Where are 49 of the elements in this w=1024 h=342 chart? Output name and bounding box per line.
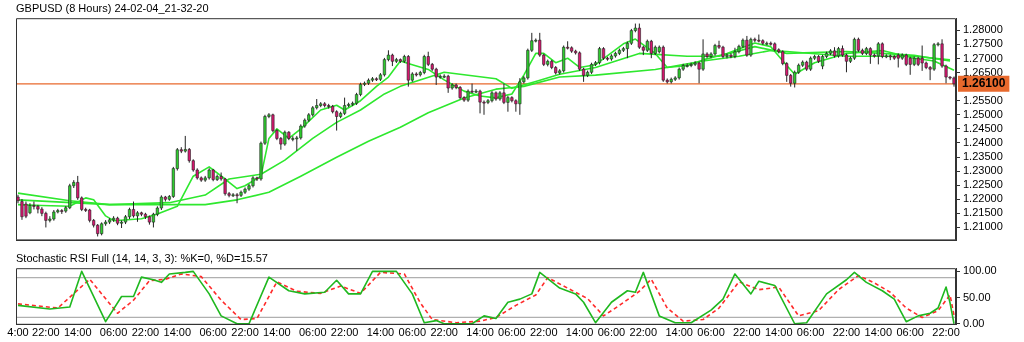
x-tick-label: 22:00 — [932, 326, 960, 339]
y-tick-label: 1.23500 — [963, 150, 1003, 163]
x-tick-label: 22:00 — [430, 326, 458, 339]
chart-title: Stochastic RSI Full (14, 14, 3, 3): %K=0, %D=15.57 — [16, 251, 268, 264]
x-tick-label: 06:00 — [796, 326, 825, 339]
y-tick-label: 100.00 — [963, 264, 997, 277]
x-tick-label: 14:00 — [466, 326, 494, 339]
x-tick-label: 06:00 — [298, 326, 327, 339]
ref-line-label: 1.26100 — [962, 76, 1006, 91]
x-tick-label: 14:00 — [764, 326, 793, 339]
y-tick-label: 1.24000 — [963, 135, 1003, 148]
x-tick-label: 22:00 — [529, 326, 558, 339]
x-tick-label: 06:00 — [697, 326, 725, 339]
y-tick-label: 1.27000 — [963, 51, 1003, 64]
x-tick-label: 4:00 — [7, 326, 29, 339]
x-tick-label: 06:00 — [199, 326, 227, 339]
x-tick-label: 06:00 — [597, 326, 626, 339]
y-tick-label: 0.00 — [963, 316, 985, 329]
x-tick-label: 14:00 — [63, 326, 92, 339]
x-tick-label: 22:00 — [733, 326, 761, 339]
x-tick-label: 14:00 — [565, 326, 594, 339]
x-tick-label: 22:00 — [32, 326, 60, 339]
y-tick-label: 1.22500 — [963, 178, 1003, 191]
x-tick-label: 14:00 — [163, 326, 192, 339]
x-tick-label: 06:00 — [398, 326, 427, 339]
y-tick-label: 1.21000 — [963, 220, 1003, 233]
y-tick-label: 1.26500 — [963, 65, 1003, 78]
x-tick-label: 22:00 — [629, 326, 658, 339]
x-tick-label: 22:00 — [832, 326, 861, 339]
y-tick-label: 50.00 — [963, 290, 991, 303]
y-tick-label: 1.28000 — [963, 23, 1003, 36]
x-tick-label: 06:00 — [896, 326, 924, 339]
x-tick-label: 22:00 — [231, 326, 259, 339]
y-tick-label: 1.21500 — [963, 206, 1003, 219]
y-tick-label: 1.23000 — [963, 164, 1003, 177]
x-tick-label: 14:00 — [366, 326, 395, 339]
chart-title: GBPUSD (8 Hours) 24-02-04_21-32-20 — [16, 1, 209, 14]
y-tick-label: 1.22000 — [963, 192, 1003, 205]
x-tick-label: 14:00 — [864, 326, 893, 339]
x-tick-label: 22:00 — [131, 326, 160, 339]
y-tick-label: 1.24500 — [963, 121, 1003, 134]
y-tick-label: 1.25500 — [963, 93, 1003, 106]
y-tick-label: 1.25000 — [963, 107, 1003, 120]
x-tick-label: 06:00 — [99, 326, 128, 339]
x-tick-label: 06:00 — [498, 326, 526, 339]
x-tick-label: 14:00 — [263, 326, 291, 339]
x-tick-label: 22:00 — [330, 326, 359, 339]
y-tick-label: 1.27500 — [963, 37, 1003, 50]
x-tick-label: 14:00 — [665, 326, 693, 339]
